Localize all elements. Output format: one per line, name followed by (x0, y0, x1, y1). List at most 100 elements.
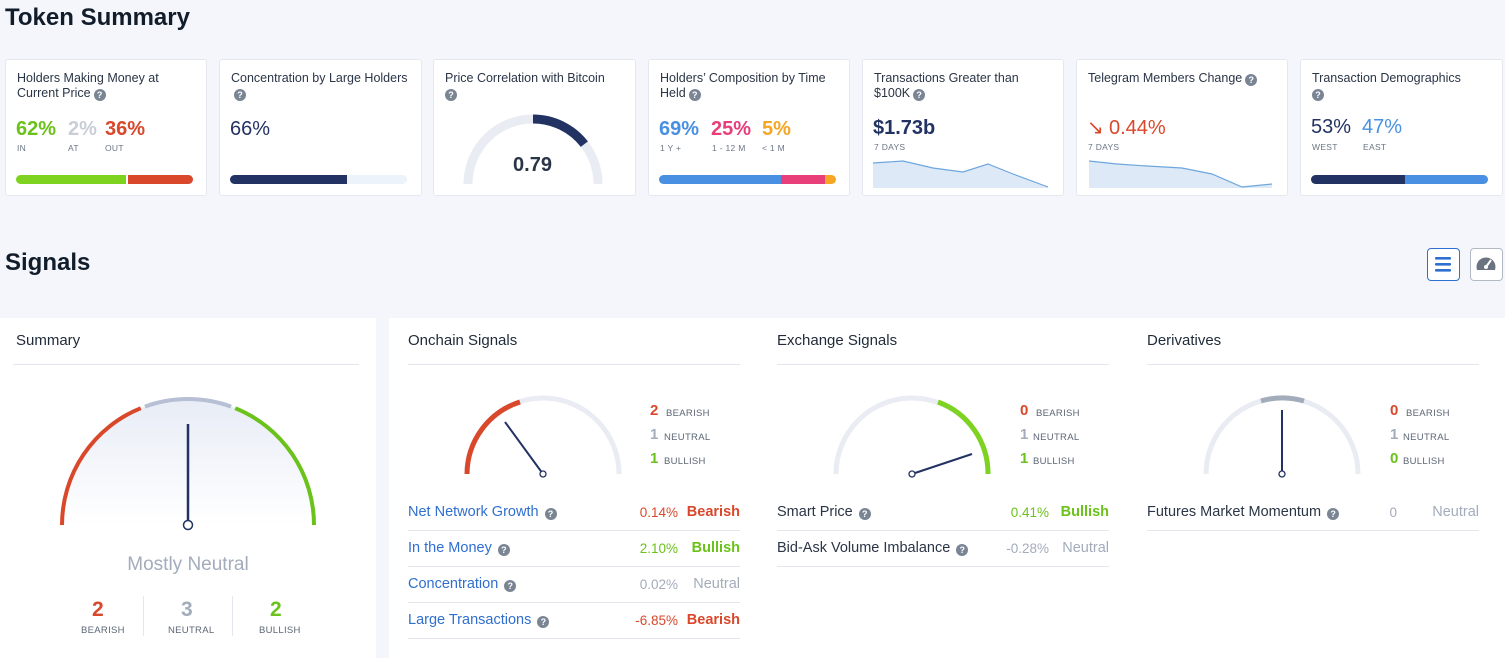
exchange-neutral-count: 1 (1020, 426, 1029, 443)
signals-groups-panel: Onchain Signals 2 BEARISH 1 NEUTRAL 1 BU… (389, 318, 1505, 658)
help-icon[interactable]: ? (504, 580, 517, 592)
summary-gauge-segment (60, 406, 142, 526)
signal-name: Futures Market Momentum? (1147, 504, 1340, 520)
list-view-button[interactable] (1427, 248, 1460, 281)
derivatives-bearish-label: BEARISH (1406, 408, 1450, 419)
signal-status: Neutral (1432, 504, 1479, 520)
signal-value: -0.28% (1006, 541, 1049, 556)
signal-status: Neutral (1062, 540, 1109, 556)
signal-name: Concentration? (408, 576, 517, 592)
exchange-bullish-label: BULLISH (1033, 456, 1075, 467)
signal-row[interactable]: Large Transactions? -6.85% Bearish (408, 603, 740, 639)
exchange-title: Exchange Signals (777, 332, 898, 349)
help-icon[interactable]: ? (497, 544, 510, 556)
card-title: Holders’ Composition by Time Held? (660, 71, 826, 101)
concentration-bar (230, 175, 407, 184)
summary-gauge (60, 397, 316, 531)
telegram-arrow-icon: ↘ (1087, 117, 1104, 139)
help-icon[interactable]: ? (913, 89, 926, 101)
signal-name: Large Transactions? (408, 612, 550, 628)
help-icon[interactable]: ? (537, 616, 550, 628)
summary-bearish-count: 2 (92, 598, 104, 621)
out-label: OUT (105, 143, 124, 153)
exchange-bearish-count: 0 (1020, 402, 1029, 419)
signal-name: Net Network Growth? (408, 504, 557, 520)
telegram-card[interactable]: Telegram Members Change? ↘ 0.44% 7 DAYS (1076, 59, 1288, 196)
derivatives-bearish-count: 0 (1390, 402, 1399, 419)
summary-neutral-label: NEUTRAL (168, 625, 215, 636)
signal-status: Bearish (686, 612, 740, 628)
derivatives-bullish-count: 0 (1390, 450, 1399, 467)
east-label: EAST (1363, 142, 1387, 152)
composition-value-1: 69% (659, 118, 700, 140)
signal-row[interactable]: Futures Market Momentum? 0 Neutral (1147, 495, 1479, 531)
derivatives-bullish-label: BULLISH (1403, 456, 1445, 467)
derivatives-gauge (1203, 395, 1361, 478)
signal-value: 0.41% (1010, 505, 1049, 520)
help-icon[interactable]: ? (1245, 74, 1258, 86)
help-icon[interactable]: ? (93, 89, 106, 101)
signal-name: Smart Price? (777, 504, 871, 520)
composition-label-3: < 1 M (762, 143, 785, 153)
correlation-value: 0.79 (513, 154, 552, 176)
derivatives-neutral-count: 1 (1390, 426, 1399, 443)
holders-money-card[interactable]: Holders Making Money at Current Price? 6… (5, 59, 207, 196)
help-icon[interactable]: ? (688, 89, 701, 101)
in-label: IN (17, 143, 27, 153)
card-title: Transactions Greater than $100K? (874, 71, 1019, 101)
derivatives-title: Derivatives (1147, 332, 1222, 349)
at-value: 2% (68, 118, 97, 140)
gauge-icon (1476, 257, 1496, 270)
composition-card[interactable]: Holders’ Composition by Time Held? 69% 2… (648, 59, 850, 196)
card-title: Holders Making Money at Current Price? (17, 71, 159, 101)
summary-panel: Summary Mostly Neutral 2 BEARISH 3 NEUTR… (0, 318, 376, 658)
composition-label-1: 1 Y + (660, 143, 682, 153)
signal-row[interactable]: Concentration? 0.02% Neutral (408, 567, 740, 603)
telegram-sparkline (1088, 160, 1273, 188)
help-icon[interactable]: ? (544, 508, 557, 520)
signal-row[interactable]: Bid-Ask Volume Imbalance? -0.28% Neutral (777, 531, 1109, 567)
transactions-sparkline (872, 160, 1049, 188)
in-out-bar (16, 175, 193, 184)
signal-value: 0.02% (639, 577, 678, 592)
west-label: WEST (1312, 142, 1338, 152)
help-icon[interactable]: ? (234, 89, 246, 101)
concentration-card[interactable]: Concentration by Large Holders? 66% (219, 59, 422, 196)
summary-title: Summary (16, 332, 81, 349)
signal-row[interactable]: Smart Price? 0.41% Bullish (777, 495, 1109, 531)
signal-value: 0 (1389, 505, 1397, 520)
composition-label-2: 1 - 12 M (712, 143, 746, 153)
card-title: Concentration by Large Holders? (231, 71, 408, 101)
signal-value: 0.14% (639, 505, 678, 520)
help-icon[interactable]: ? (858, 508, 871, 520)
gauge-view-button[interactable] (1470, 248, 1503, 281)
composition-value-2: 25% (711, 118, 752, 140)
price-correlation-card[interactable]: Price Correlation with Bitcoin? 0.79 (433, 59, 636, 196)
signals-heading: Signals (5, 249, 91, 276)
demographics-card[interactable]: Transaction Demographics? 53% 47% WEST E… (1300, 59, 1503, 196)
help-icon[interactable]: ? (445, 89, 457, 101)
transactions-card[interactable]: Transactions Greater than $100K? $1.73b … (862, 59, 1064, 196)
help-icon[interactable]: ? (956, 544, 969, 556)
signal-name: Bid-Ask Volume Imbalance? (777, 540, 969, 556)
help-icon[interactable]: ? (1327, 508, 1340, 520)
transactions-period: 7 DAYS (874, 142, 906, 152)
exchange-gauge (833, 395, 991, 478)
signal-status: Bearish (686, 504, 740, 520)
token-summary-heading: Token Summary (5, 4, 190, 31)
east-value: 47% (1362, 116, 1403, 138)
at-label: AT (68, 143, 79, 153)
in-value: 62% (16, 118, 57, 140)
exchange-neutral-label: NEUTRAL (1033, 432, 1080, 443)
help-icon[interactable]: ? (1312, 89, 1324, 101)
onchain-neutral-count: 1 (650, 426, 659, 443)
signal-row[interactable]: Net Network Growth? 0.14% Bearish (408, 495, 740, 531)
signal-row[interactable]: In the Money? 2.10% Bullish (408, 531, 740, 567)
signal-value: -6.85% (635, 613, 678, 628)
summary-neutral-count: 3 (181, 598, 193, 621)
west-value: 53% (1311, 116, 1352, 138)
onchain-bearish-label: BEARISH (666, 408, 710, 419)
correlation-gauge (463, 114, 603, 185)
onchain-neutral-label: NEUTRAL (664, 432, 711, 443)
summary-gauge-segment (144, 397, 232, 409)
